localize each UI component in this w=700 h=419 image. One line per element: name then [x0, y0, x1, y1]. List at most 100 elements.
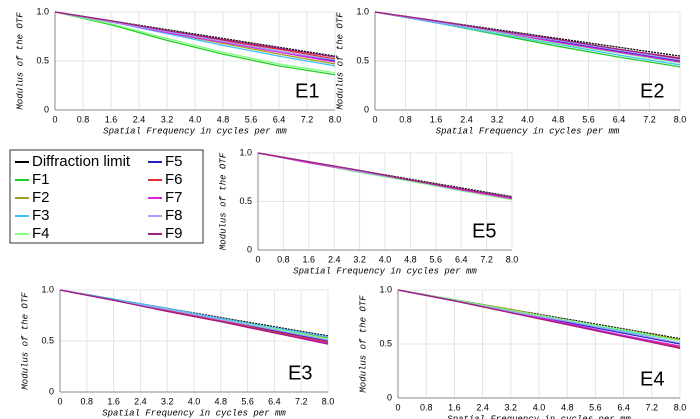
- legend-label: F9: [165, 225, 183, 242]
- data-line: [397, 289, 681, 349]
- x-tick-label: 8.0: [506, 254, 519, 264]
- x-tick-label: 2.4: [460, 114, 473, 124]
- x-tick-label: 6.4: [273, 114, 286, 124]
- x-axis-label: Spatial Frequency in cycles per mm: [293, 266, 477, 276]
- y-tick-label: 1.0: [239, 147, 252, 157]
- x-tick-label: 5.6: [245, 114, 258, 124]
- y-tick-label: 0: [49, 386, 54, 396]
- x-tick-label: 1.6: [303, 254, 316, 264]
- x-tick-label: 1.6: [107, 396, 120, 406]
- x-tick-label: 5.6: [589, 402, 602, 412]
- data-line: [257, 152, 513, 199]
- y-axis-label: Modulus of the OTF: [15, 12, 25, 110]
- y-tick-label: 0: [364, 104, 369, 114]
- panel-label: E1: [295, 80, 319, 102]
- x-tick-label: 2.4: [476, 402, 489, 412]
- x-tick-label: 0: [395, 402, 400, 412]
- x-tick-label: 5.6: [430, 254, 443, 264]
- x-tick-label: 6.4: [613, 114, 626, 124]
- x-tick-label: 8.0: [329, 114, 342, 124]
- legend-label: F8: [165, 207, 183, 224]
- x-tick-label: 4.0: [379, 254, 392, 264]
- y-tick-label: 0.5: [379, 338, 392, 348]
- x-tick-label: 6.4: [617, 402, 630, 412]
- data-line: [374, 11, 681, 59]
- x-tick-label: 7.2: [646, 402, 659, 412]
- y-tick-label: 0.5: [356, 55, 369, 65]
- x-tick-label: 8.0: [674, 402, 687, 412]
- x-tick-label: 0: [372, 114, 377, 124]
- y-tick-label: 1.0: [36, 6, 49, 16]
- x-tick-label: 4.0: [521, 114, 534, 124]
- panel-label: E3: [288, 362, 312, 384]
- x-tick-label: 8.0: [322, 396, 335, 406]
- legend-label: F3: [32, 207, 50, 224]
- y-axis-label: Modulus of the OTF: [20, 292, 30, 390]
- legend-label: F4: [32, 225, 50, 242]
- y-axis-label: Modulus of the OTF: [358, 295, 368, 393]
- y-tick-label: 0: [247, 244, 252, 254]
- x-tick-label: 7.2: [643, 114, 656, 124]
- legend-label: F2: [32, 189, 50, 206]
- data-line: [54, 11, 336, 58]
- data-line: [397, 289, 681, 340]
- data-line: [54, 11, 336, 61]
- x-tick-label: 1.6: [105, 114, 118, 124]
- legend-label: F5: [165, 153, 183, 170]
- x-tick-label: 6.4: [268, 396, 281, 406]
- x-tick-label: 7.2: [295, 396, 308, 406]
- data-line: [374, 11, 681, 61]
- x-tick-label: 3.2: [353, 254, 366, 264]
- x-tick-label: 4.0: [533, 402, 546, 412]
- y-tick-label: 0.5: [36, 55, 49, 65]
- data-line: [59, 289, 329, 345]
- x-tick-label: 2.4: [133, 114, 146, 124]
- y-tick-label: 1.0: [379, 284, 392, 294]
- x-tick-label: 2.4: [328, 254, 341, 264]
- x-tick-label: 1.6: [448, 402, 461, 412]
- x-tick-label: 0: [57, 396, 62, 406]
- x-tick-label: 4.8: [217, 114, 230, 124]
- x-tick-label: 0.8: [420, 402, 433, 412]
- x-tick-label: 0.8: [277, 254, 290, 264]
- legend-label: F6: [165, 171, 183, 188]
- x-tick-label: 3.2: [505, 402, 518, 412]
- x-tick-label: 0: [255, 254, 260, 264]
- data-line: [54, 11, 336, 76]
- x-axis-label: Spatial Frequency in cycles per mm: [436, 126, 620, 136]
- y-tick-label: 0.5: [239, 196, 252, 206]
- legend-box: [9, 149, 204, 244]
- data-line: [54, 11, 336, 57]
- x-tick-label: 4.0: [188, 396, 201, 406]
- data-line: [54, 11, 336, 74]
- y-tick-label: 1.0: [41, 284, 54, 294]
- x-tick-label: 4.8: [552, 114, 565, 124]
- x-axis-label: Spatial Frequency in cycles per mm: [102, 408, 286, 418]
- x-tick-label: 7.2: [301, 114, 314, 124]
- x-tick-label: 3.2: [161, 114, 174, 124]
- y-tick-label: 1.0: [356, 6, 369, 16]
- x-tick-label: 0.8: [81, 396, 94, 406]
- x-axis-label: Spatial Frequency in cycles per mm: [103, 126, 287, 136]
- x-tick-label: 4.8: [404, 254, 417, 264]
- legend-label: F1: [32, 171, 50, 188]
- x-tick-label: 5.6: [241, 396, 254, 406]
- x-tick-label: 4.8: [561, 402, 574, 412]
- data-line: [59, 289, 329, 338]
- x-tick-label: 8.0: [674, 114, 687, 124]
- x-tick-label: 4.0: [189, 114, 202, 124]
- x-tick-label: 5.6: [582, 114, 595, 124]
- x-tick-label: 3.2: [161, 396, 174, 406]
- y-tick-label: 0.5: [41, 335, 54, 345]
- y-axis-label: Modulus of the OTF: [218, 152, 228, 250]
- x-axis-label: Spatial Frequency in cycles per mm: [447, 414, 631, 419]
- legend-label: Diffraction limit: [32, 153, 131, 170]
- x-tick-label: 3.2: [491, 114, 504, 124]
- x-tick-label: 2.4: [134, 396, 147, 406]
- x-tick-label: 0.8: [399, 114, 412, 124]
- x-tick-label: 0.8: [77, 114, 90, 124]
- y-axis-label: Modulus of the OTF: [335, 12, 345, 110]
- y-tick-label: 0: [387, 392, 392, 402]
- x-tick-label: 7.2: [480, 254, 493, 264]
